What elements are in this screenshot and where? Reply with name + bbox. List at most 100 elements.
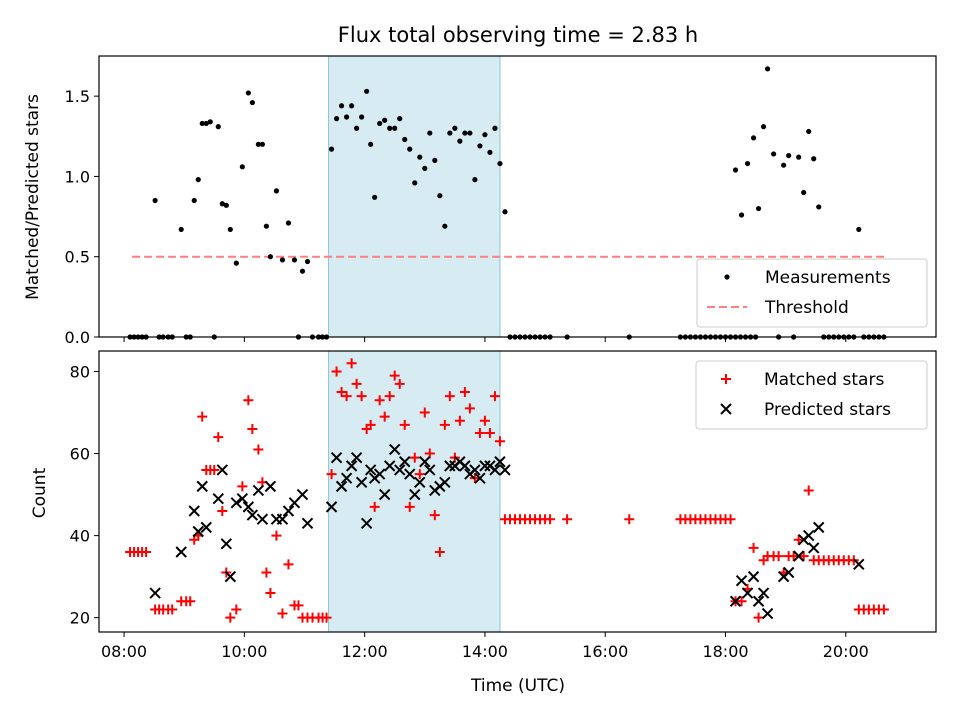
matched-stars-point bbox=[213, 432, 224, 443]
top-plot: 0.0 0.5 1.0 1.5 Measurements Threshold bbox=[65, 55, 937, 347]
measurement-point bbox=[801, 189, 807, 196]
matched-stars-point bbox=[419, 407, 430, 418]
predicted-stars-point bbox=[196, 480, 208, 493]
predicted-stars-point bbox=[355, 476, 368, 488]
y-tick-label: 40 bbox=[70, 527, 90, 546]
matched-stars-point bbox=[379, 411, 390, 422]
predicted-stars-point bbox=[419, 456, 431, 468]
predicted-stars-point bbox=[757, 587, 770, 599]
matched-stars-point bbox=[725, 514, 736, 525]
measurement-point bbox=[472, 177, 478, 183]
measurement-point bbox=[447, 130, 453, 136]
measurement-point bbox=[497, 160, 503, 167]
measurement-point bbox=[343, 114, 350, 120]
predicted-stars-point bbox=[853, 558, 865, 571]
measurement-point bbox=[397, 116, 403, 122]
measurement-point bbox=[333, 116, 340, 122]
legend-label: Predicted stars bbox=[764, 400, 891, 420]
measurement-point bbox=[760, 124, 767, 130]
shaded-interval bbox=[328, 55, 501, 338]
predicted-stars-point bbox=[808, 542, 820, 554]
predicted-stars-point bbox=[399, 456, 411, 468]
measurement-point bbox=[227, 226, 233, 233]
predicted-stars-point bbox=[212, 492, 224, 505]
matched-stars-point bbox=[404, 501, 415, 512]
predicted-stars-point bbox=[335, 480, 348, 493]
measurement-point bbox=[199, 120, 205, 127]
measurement-point bbox=[233, 260, 239, 266]
predicted-stars-point bbox=[264, 480, 277, 493]
matched-stars-point bbox=[454, 415, 465, 426]
legend-marker bbox=[721, 374, 731, 384]
matched-stars-point bbox=[803, 485, 814, 496]
matched-stars-point bbox=[773, 551, 784, 562]
predicted-stars-point bbox=[149, 587, 161, 599]
predicted-stars-point bbox=[469, 464, 481, 476]
predicted-stars-point bbox=[224, 570, 237, 583]
matched-stars-point bbox=[351, 378, 362, 389]
matched-stars-point bbox=[331, 366, 342, 377]
predicted-stars-point bbox=[350, 451, 363, 464]
measurement-point bbox=[467, 130, 473, 136]
matched-stars-point bbox=[479, 415, 490, 426]
measurement-point bbox=[856, 226, 862, 233]
measurement-point bbox=[502, 209, 508, 215]
measurement-point bbox=[273, 188, 280, 194]
y-tick-label: 1.0 bbox=[65, 167, 90, 186]
predicted-stars-point bbox=[459, 460, 471, 472]
bottom-ylabel: Count bbox=[30, 467, 50, 518]
matched-stars-point bbox=[167, 604, 178, 615]
measurement-point bbox=[382, 117, 388, 123]
matched-stars-point bbox=[414, 469, 425, 480]
measurement-point bbox=[255, 141, 261, 147]
matched-stars-point bbox=[326, 469, 337, 480]
matched-stars-point bbox=[217, 505, 228, 516]
matched-stars-point bbox=[444, 391, 455, 402]
measurement-point bbox=[771, 151, 777, 157]
matched-stars-point bbox=[459, 387, 470, 398]
predicted-stars-point bbox=[747, 570, 760, 583]
predicted-stars-point bbox=[444, 460, 456, 472]
measurement-point bbox=[249, 99, 255, 106]
legend-label: Matched stars bbox=[764, 370, 884, 390]
matched-stars-point bbox=[753, 612, 764, 623]
measurement-point bbox=[195, 177, 201, 183]
measurement-point bbox=[738, 212, 745, 218]
measurement-point bbox=[392, 125, 398, 131]
predicted-stars-point bbox=[813, 521, 825, 534]
measurement-point bbox=[462, 130, 468, 136]
x-axis-label: Time (UTC) bbox=[470, 676, 565, 696]
predicted-stars-point bbox=[282, 505, 295, 517]
matched-stars-point bbox=[484, 428, 495, 439]
legend-label: Threshold bbox=[764, 298, 849, 318]
matched-stars-point bbox=[225, 612, 236, 623]
measurement-point bbox=[239, 164, 245, 170]
matched-stars-point bbox=[494, 436, 505, 447]
predicted-stars-point bbox=[296, 488, 309, 501]
measurement-point bbox=[304, 258, 311, 265]
figure-title: Flux total observing time = 2.83 h bbox=[338, 23, 698, 47]
measurement-point bbox=[223, 202, 229, 208]
predicted-stars-point bbox=[792, 550, 805, 562]
axes-frame bbox=[98, 350, 937, 633]
measurement-point bbox=[215, 124, 221, 130]
measurement-point bbox=[377, 120, 383, 127]
measurement-point bbox=[299, 268, 306, 274]
predicted-stars-point bbox=[761, 607, 774, 620]
matched-stars-point bbox=[489, 391, 500, 402]
measurement-point bbox=[207, 119, 213, 125]
matched-stars-point bbox=[374, 395, 385, 406]
predicted-stars-point bbox=[499, 464, 511, 476]
y-tick-label: 60 bbox=[70, 445, 90, 464]
matched-stars-point bbox=[321, 612, 332, 623]
y-tick-label: 80 bbox=[70, 363, 90, 382]
predicted-stars-point bbox=[383, 460, 396, 472]
predicted-stars-point bbox=[735, 575, 748, 587]
measurement-point bbox=[338, 103, 345, 109]
matched-stars-point bbox=[798, 551, 809, 562]
matched-stars-point bbox=[389, 370, 400, 381]
matched-stars-point bbox=[439, 419, 450, 430]
measurement-point bbox=[482, 132, 488, 138]
predicted-stars-point bbox=[409, 488, 421, 501]
